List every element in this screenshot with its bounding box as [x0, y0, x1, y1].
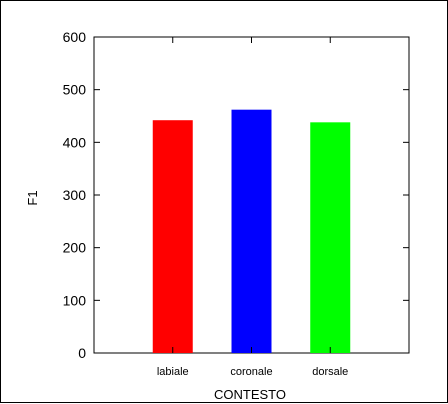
bar-dorsale [310, 122, 351, 353]
axis-ticks [94, 36, 409, 354]
y-tick-label: 300 [63, 187, 87, 203]
y-tick-label: 0 [78, 345, 86, 361]
x-axis-label: CONTESTO [214, 387, 286, 402]
bar-labiale [152, 120, 193, 353]
x-tick-label-coronale: coronale [230, 366, 272, 378]
y-tick-label: 600 [63, 29, 87, 45]
y-tick-label: 200 [63, 240, 87, 256]
y-tick-label: 500 [63, 82, 87, 98]
bars [152, 109, 351, 354]
x-tick-label-dorsale: dorsale [312, 366, 348, 378]
x-tick-label-labiale: labiale [157, 366, 189, 378]
tick-labels: 0 100 200 300 400 500 600 labiale coronale dorsal… [63, 29, 349, 378]
y-tick-label: 400 [63, 134, 87, 150]
bar-coronale [231, 109, 272, 354]
y-axis-label: F1 [25, 190, 40, 205]
y-tick-label: 100 [63, 292, 87, 308]
